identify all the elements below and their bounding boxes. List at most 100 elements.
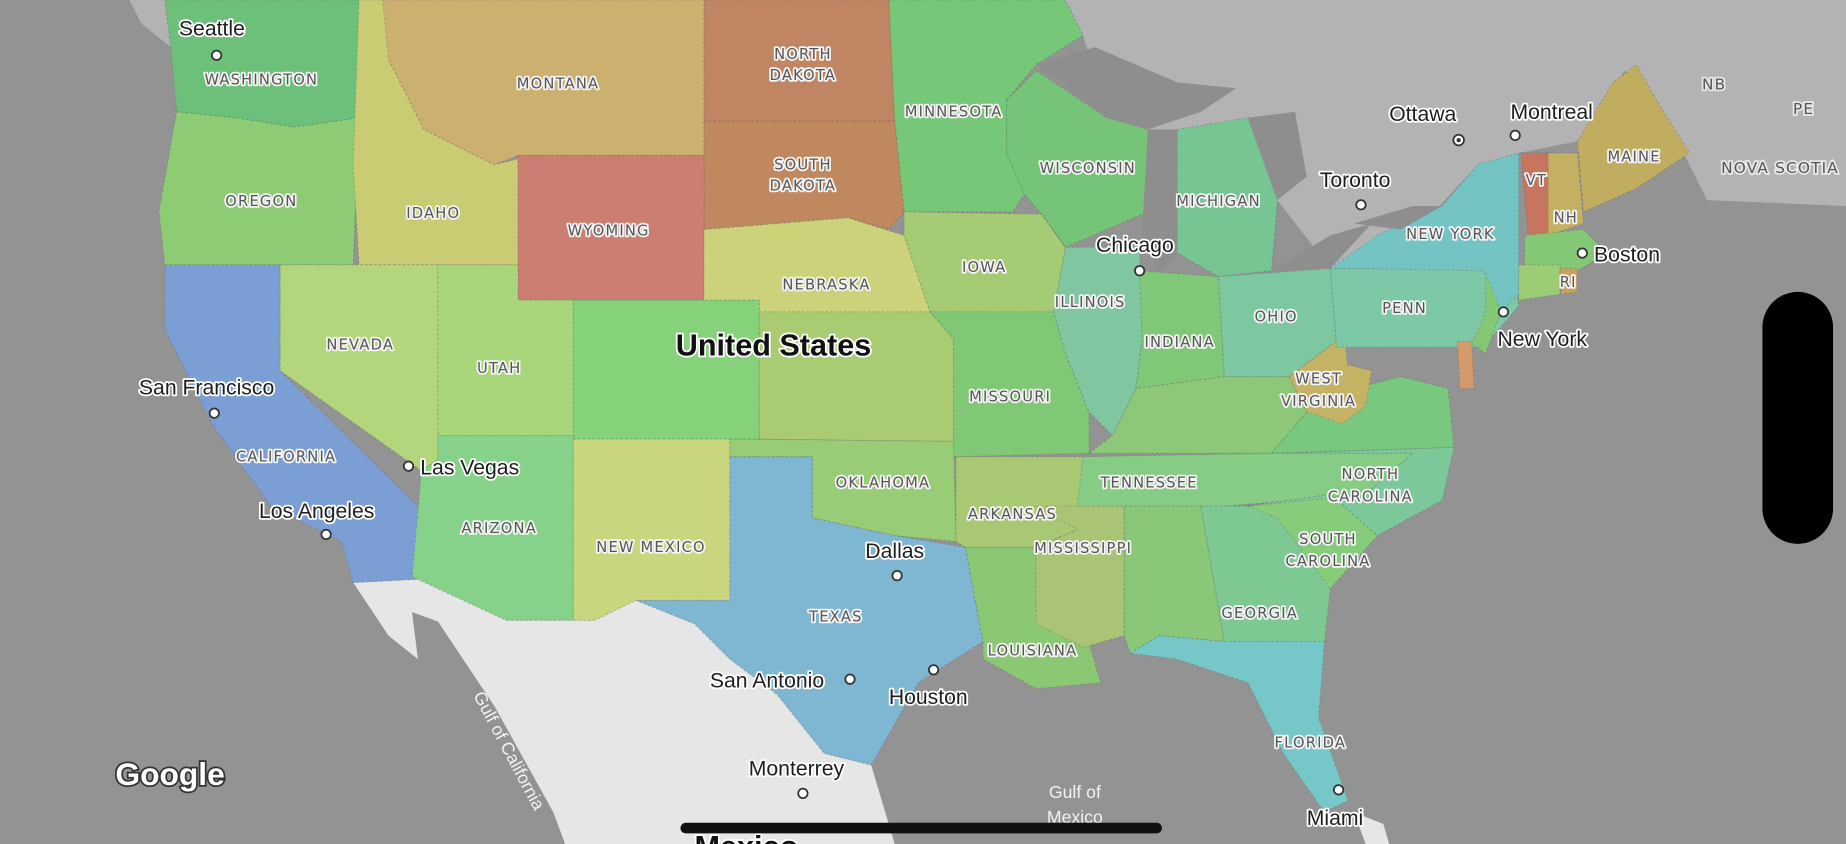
state-ny[interactable] [1328, 152, 1520, 313]
state-label-nebraska: NEBRASKA [782, 277, 870, 294]
state-fl[interactable] [1128, 635, 1349, 813]
state-mn[interactable] [888, 0, 1084, 213]
state-label-nh: NH [1554, 209, 1578, 226]
state-nh[interactable] [1547, 152, 1584, 237]
city-monterrey[interactable]: Monterrey [747, 756, 846, 783]
state-label-tennessee: TENNESSEE [1099, 474, 1197, 491]
state-nc[interactable] [1247, 446, 1455, 537]
great-lakes [1036, 47, 1443, 274]
city-las-vegas[interactable]: Las Vegas [419, 455, 521, 482]
city-new-york[interactable]: New York [1496, 326, 1589, 353]
state-label-north-carolina-2: CAROLINA [1328, 488, 1413, 505]
state-vt[interactable] [1520, 152, 1555, 236]
state-label-penn: PENN [1382, 300, 1427, 317]
state-de[interactable] [1456, 340, 1475, 389]
lake-erie [1271, 223, 1372, 271]
state-label-wisconsin: WISCONSIN [1040, 160, 1136, 177]
state-label-texas: TEXAS [808, 609, 863, 626]
city-houston[interactable]: Houston [887, 684, 969, 711]
state-label-maine: MAINE [1607, 148, 1660, 165]
state-label-north-carolina: NORTH [1342, 466, 1400, 483]
lake-superior [1036, 47, 1237, 130]
state-sd[interactable] [703, 120, 905, 231]
state-label-west-virginia-2: VIRGINIA [1281, 393, 1356, 410]
side-handle[interactable] [1762, 291, 1834, 544]
state-nj[interactable] [1471, 272, 1502, 354]
state-label-washington: WASHINGTON [204, 72, 318, 89]
base-land [129, 0, 1846, 844]
state-label-iowa: IOWA [962, 259, 1006, 276]
state-label-mississippi: MISSISSIPPI [1034, 540, 1132, 557]
state-label-minnesota: MINNESOTA [905, 104, 1003, 121]
province-label-nb: NB [1702, 75, 1726, 93]
state-label-missouri: MISSOURI [969, 388, 1051, 405]
state-wv[interactable] [1288, 323, 1373, 425]
state-la[interactable] [964, 546, 1102, 690]
state-me[interactable] [1577, 64, 1691, 213]
state-in[interactable] [1135, 270, 1225, 389]
mexico-land [353, 579, 895, 844]
city-markers: Seattle San Francisco Las Vegas Los Ange… [137, 16, 1662, 832]
state-ar[interactable] [955, 456, 1084, 548]
province-label-pe: PE [1793, 100, 1814, 118]
state-label-west-virginia: WEST [1295, 371, 1342, 388]
state-label-utah: UTAH [477, 360, 521, 377]
state-label-new-york: NEW YORK [1406, 226, 1495, 243]
state-label-ohio: OHIO [1255, 308, 1298, 325]
state-wi[interactable] [1006, 70, 1149, 248]
city-ottawa[interactable]: Ottawa [1387, 101, 1458, 128]
city-seattle[interactable]: Seattle [177, 16, 246, 43]
state-sc[interactable] [1246, 493, 1379, 590]
state-ct[interactable] [1518, 264, 1561, 301]
state-mo[interactable] [929, 311, 1090, 458]
state-or[interactable] [158, 111, 360, 266]
city-dallas[interactable]: Dallas [864, 538, 926, 565]
state-label-arizona: ARIZONA [461, 520, 537, 537]
country-label-united-states: United States [676, 328, 872, 362]
state-il[interactable] [1041, 213, 1143, 437]
city-boston[interactable]: Boston [1592, 242, 1661, 269]
state-label-vt: VT [1526, 172, 1547, 189]
state-label-montana: MONTANA [517, 75, 599, 92]
state-label-north-dakota: NORTH [774, 46, 832, 63]
state-az[interactable] [411, 435, 574, 621]
state-label-illinois: ILLINOIS [1055, 294, 1126, 311]
cuba-land [1353, 812, 1390, 844]
city-los-angeles[interactable]: Los Angeles [257, 498, 376, 525]
city-san-antonio[interactable]: San Antonio [708, 668, 826, 695]
city-miami[interactable]: Miami [1305, 805, 1365, 832]
city-chicago[interactable]: Chicago [1094, 232, 1175, 259]
home-indicator[interactable] [680, 822, 1162, 834]
state-label-nevada: NEVADA [326, 337, 394, 354]
lake-michigan [1141, 129, 1178, 274]
state-oh[interactable] [1218, 267, 1337, 378]
city-toronto[interactable]: Toronto [1318, 167, 1392, 194]
province-label-nova-scotia: NOVA SCOTIA [1721, 159, 1839, 177]
lake-ontario [1353, 205, 1443, 230]
state-ks[interactable] [758, 311, 955, 442]
city-montreal[interactable]: Montreal [1509, 99, 1595, 126]
canada-land-west [129, 0, 171, 48]
state-co[interactable] [572, 299, 760, 440]
google-logo[interactable]: Google [114, 754, 227, 794]
state-ky[interactable] [1087, 376, 1308, 454]
canada-land [1065, 0, 1846, 269]
state-nv[interactable] [279, 264, 439, 472]
state-label-michigan: MICHIGAN [1176, 193, 1261, 210]
state-label-south-dakota: SOUTH [774, 157, 832, 174]
water-label-gulf-of-mexico-2: Mexico [1047, 807, 1103, 827]
lake-huron [1247, 111, 1307, 201]
state-ri[interactable] [1559, 267, 1579, 295]
state-tx[interactable] [635, 456, 984, 766]
city-san-francisco[interactable]: San Francisco [137, 375, 276, 402]
state-nm[interactable] [572, 438, 731, 621]
state-mt[interactable] [382, 0, 705, 166]
state-label-south-dakota-2: DAKOTA [770, 178, 837, 195]
state-va[interactable] [1270, 376, 1455, 454]
state-label-south-carolina-2: CAROLINA [1285, 553, 1370, 570]
state-label-north-dakota-2: DAKOTA [770, 67, 837, 84]
state-labels: WASHINGTON OREGON CALIFORNIA IDAHO MONTA… [203, 44, 1662, 753]
state-regions [158, 0, 1691, 813]
state-ma[interactable] [1524, 229, 1608, 272]
